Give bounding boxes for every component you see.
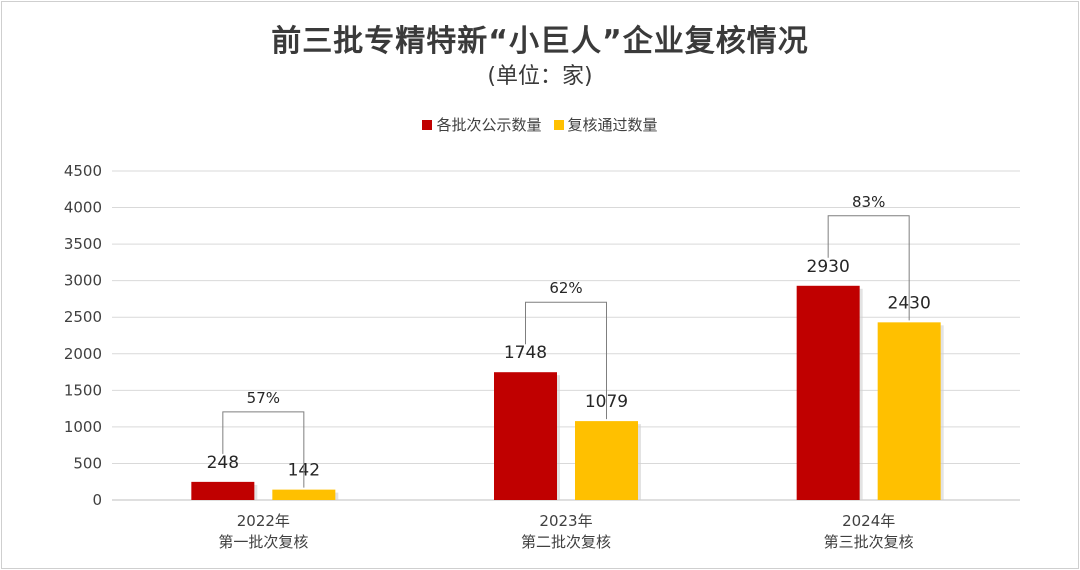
y-tick-label: 1000 xyxy=(64,418,102,436)
x-tick-label-year: 2023年 xyxy=(539,512,592,530)
bar xyxy=(575,421,638,500)
legend-swatch-passed xyxy=(553,119,564,130)
chart-title: 前三批专精特新“小巨人”企业复核情况 xyxy=(271,24,809,59)
legend-label-passed: 复核通过数量 xyxy=(567,116,658,134)
bar xyxy=(494,372,557,500)
x-tick-label-batch: 第二批次复核 xyxy=(521,533,611,551)
data-label: 2930 xyxy=(807,257,850,277)
data-label: 248 xyxy=(207,453,239,473)
bar xyxy=(191,481,255,500)
y-tick-label: 3500 xyxy=(64,235,102,253)
y-tick-label: 500 xyxy=(73,454,102,472)
ratio-bracket xyxy=(827,215,910,321)
ratio-annotation: 62% xyxy=(549,279,582,297)
x-tick-label-batch: 第三批次复核 xyxy=(824,533,914,551)
legend-item-announced: 各批次公示数量 xyxy=(422,114,542,135)
x-tick-label-year: 2024年 xyxy=(842,512,895,530)
legend-label-announced: 各批次公示数量 xyxy=(436,116,542,134)
y-tick-label: 3000 xyxy=(64,272,102,290)
legend-swatch-announced xyxy=(422,119,433,130)
bar xyxy=(272,489,336,500)
y-tick-label: 0 xyxy=(92,491,102,509)
legend: 各批次公示数量 复核通过数量 xyxy=(0,114,1080,135)
ratio-annotation: 57% xyxy=(247,389,280,407)
bar xyxy=(796,285,860,500)
y-tick-label: 1500 xyxy=(64,381,102,399)
data-label: 1748 xyxy=(504,343,547,363)
legend-item-passed: 复核通过数量 xyxy=(553,114,658,135)
chart-subtitle: (单位：家) xyxy=(487,64,593,89)
bar xyxy=(877,322,941,500)
y-tick-label: 4000 xyxy=(64,199,102,217)
y-tick-label: 2500 xyxy=(64,308,102,326)
ratio-bracket xyxy=(222,411,305,488)
ratio-bracket xyxy=(525,301,607,420)
x-tick-label-batch: 第一批次复核 xyxy=(218,533,308,551)
x-tick-label-year: 2022年 xyxy=(237,512,290,530)
y-tick-label: 4500 xyxy=(64,162,102,180)
y-tick-label: 2000 xyxy=(64,345,102,363)
ratio-annotation: 83% xyxy=(852,193,885,211)
